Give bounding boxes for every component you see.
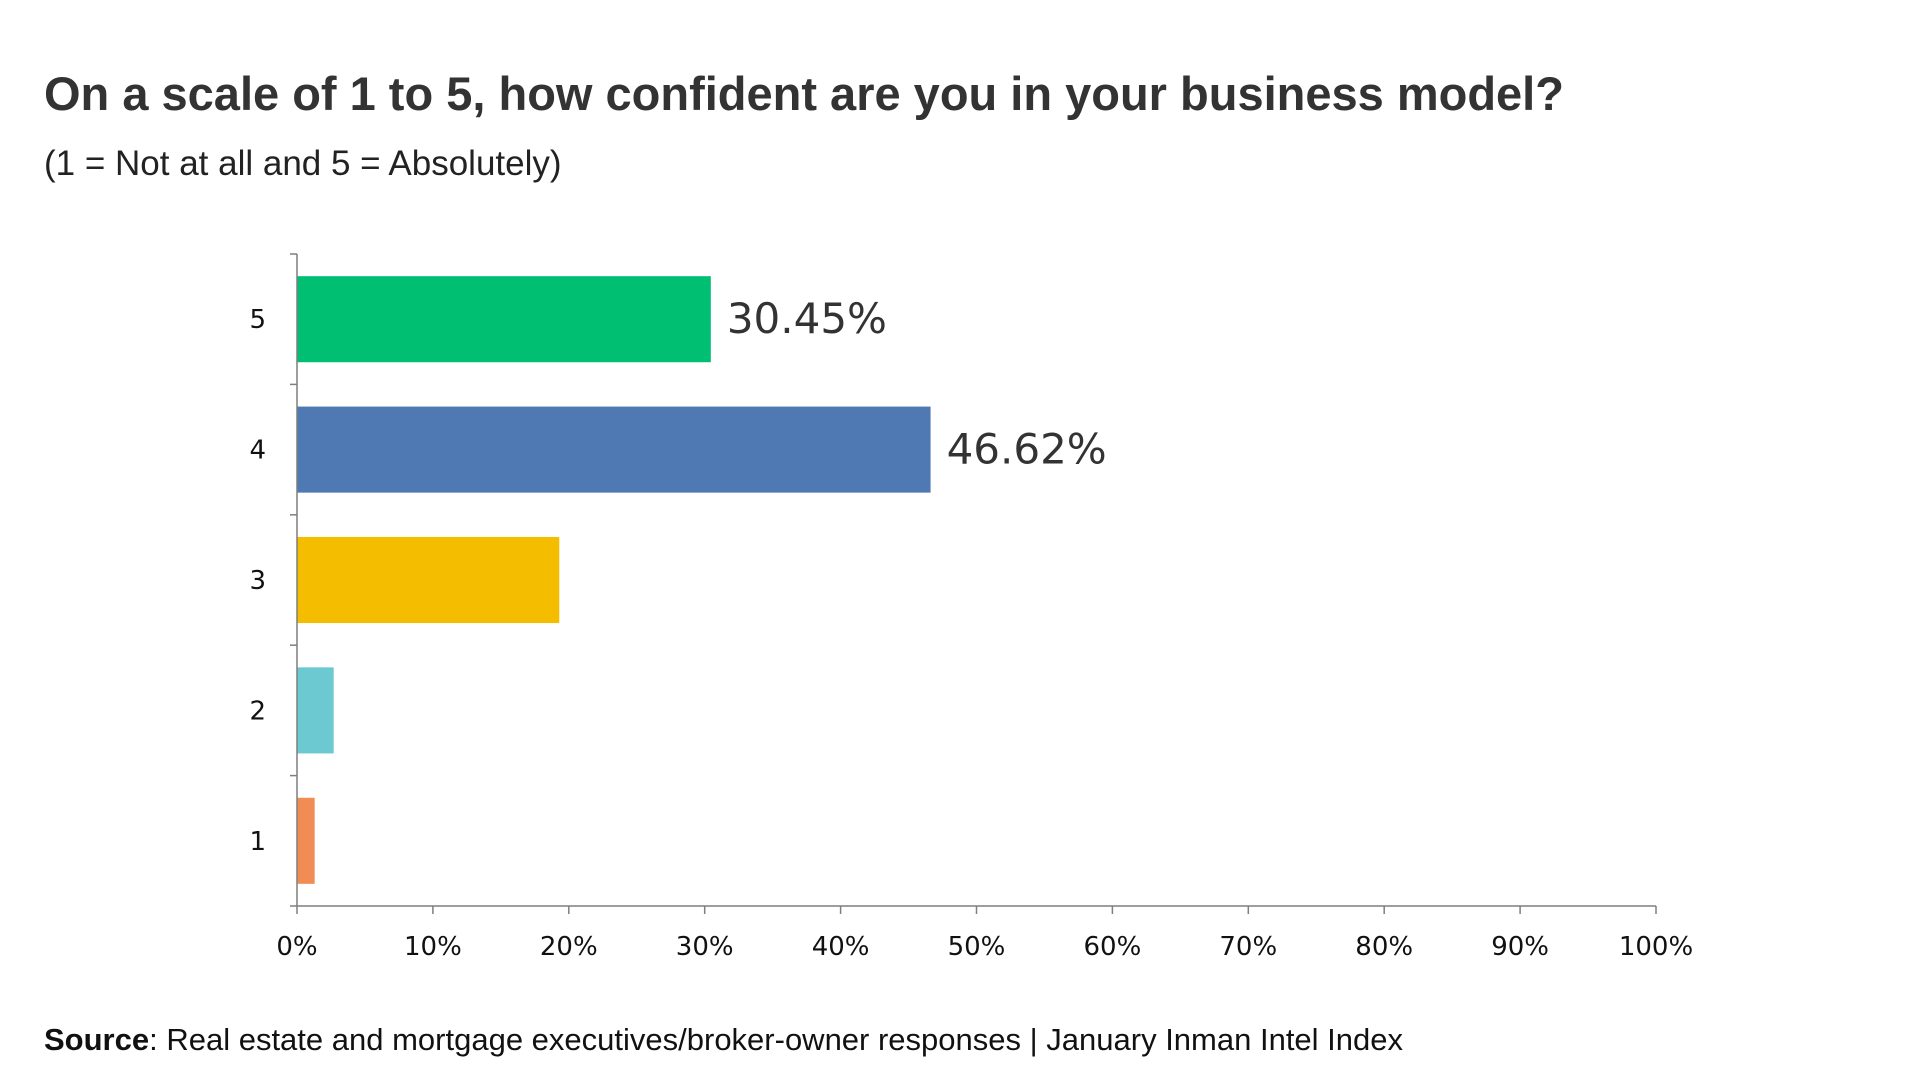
x-tick-label-30: 30%	[676, 932, 734, 962]
x-tick-label-50: 50%	[948, 932, 1006, 962]
x-tick-label-10: 10%	[404, 932, 462, 962]
chart-subtitle: (1 = Not at all and 5 = Absolutely)	[44, 144, 562, 183]
x-tick-label-100: 100%	[1619, 932, 1693, 962]
x-tick-label-70: 70%	[1219, 932, 1277, 962]
bar-4	[297, 406, 931, 493]
chart-title: On a scale of 1 to 5, how confident are …	[44, 67, 1564, 120]
y-axis: 5 4 3 2 1	[249, 253, 298, 907]
y-tick-label-1: 1	[249, 827, 266, 857]
bar-2	[297, 667, 334, 754]
y-tick-label-4: 4	[249, 436, 266, 466]
x-tick-label-90: 90%	[1491, 932, 1549, 962]
bar-5	[297, 276, 711, 363]
source-label: Source	[44, 1022, 150, 1057]
x-tick-label-40: 40%	[812, 932, 870, 962]
bar-3	[297, 536, 560, 624]
x-tick-label-0: 0%	[276, 932, 317, 962]
bar-chart: 30.45% 46.62% 5 4 3 2 1 0% 10% 20% 30% 40% 50% 60% 7…	[249, 253, 1693, 962]
source-text: : Real estate and mortgage executives/br…	[149, 1022, 1404, 1057]
data-label-4: 46.62%	[947, 425, 1107, 474]
data-labels-group: 30.45% 46.62%	[727, 294, 1107, 473]
y-tick-label-2: 2	[249, 696, 266, 726]
x-tick-label-80: 80%	[1355, 932, 1413, 962]
y-tick-label-5: 5	[249, 305, 266, 335]
data-label-5: 30.45%	[727, 294, 887, 343]
source-note: Source: Real estate and mortgage executi…	[44, 1022, 1403, 1058]
bars-group	[297, 276, 931, 884]
x-axis: 0% 10% 20% 30% 40% 50% 60% 70% 80% 90% 100%	[276, 905, 1693, 962]
x-tick-label-60: 60%	[1084, 932, 1142, 962]
bar-1	[297, 797, 315, 884]
x-tick-label-20: 20%	[540, 932, 598, 962]
y-tick-label-3: 3	[249, 566, 266, 596]
